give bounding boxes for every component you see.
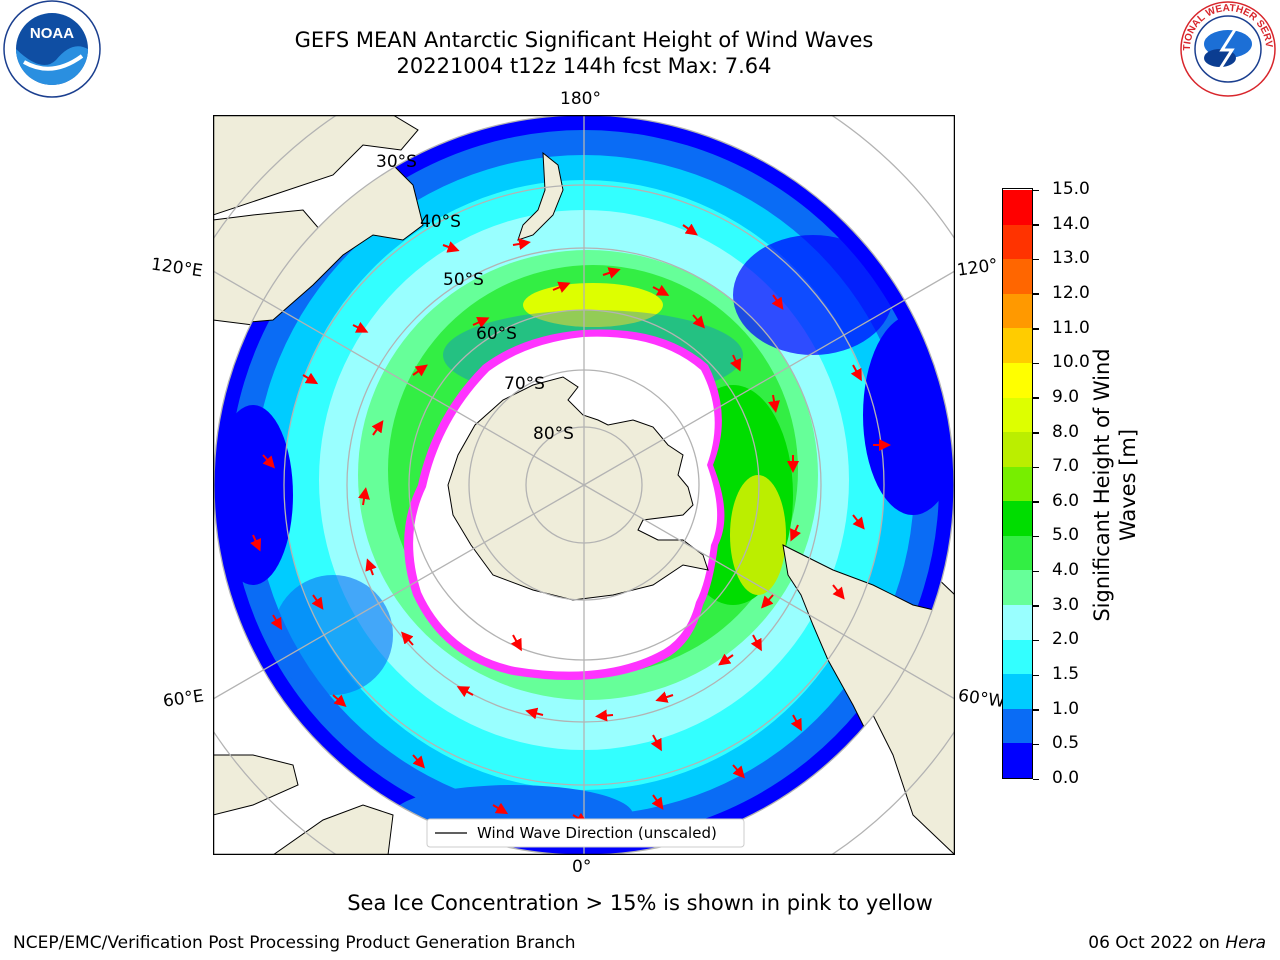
colorbar-label-line1: Significant Height of Wind xyxy=(1090,348,1114,622)
colorbar-tick-mark xyxy=(1033,605,1039,607)
machine-name: Hera xyxy=(1225,933,1266,953)
colorbar-tick-mark xyxy=(1033,743,1039,746)
colorbar-band xyxy=(1003,397,1032,433)
colorbar-tick-mark xyxy=(1033,778,1039,780)
colorbar-band xyxy=(1003,293,1032,329)
colorbar-band xyxy=(1003,708,1032,744)
colorbar-tick-label: 5.0 xyxy=(1052,525,1080,546)
colorbar-tick-mark xyxy=(1033,362,1039,365)
date-text: 06 Oct 2022 on xyxy=(1088,933,1220,953)
colorbar-tick-label: 11.0 xyxy=(1052,317,1090,338)
colorbar-tick-label: 1.5 xyxy=(1052,664,1080,685)
lat-label-70s: 70°S xyxy=(504,374,545,394)
map-legend: Wind Wave Direction (unscaled) xyxy=(426,818,745,848)
lon-label-120e: 120°E xyxy=(149,254,204,282)
colorbar-label-line2: Waves [m] xyxy=(1116,428,1140,542)
legend-label: Wind Wave Direction (unscaled) xyxy=(477,824,717,842)
lon-label-0: 0° xyxy=(572,857,592,877)
lat-label-60s: 60°S xyxy=(476,324,517,344)
colorbar-band xyxy=(1003,432,1032,467)
colorbar-tick-label: 9.0 xyxy=(1052,386,1080,407)
credit-line: NCEP/EMC/Verification Post Processing Pr… xyxy=(13,933,576,953)
polar-map: Wind Wave Direction (unscaled) xyxy=(213,115,955,855)
lat-label-50s: 50°S xyxy=(443,270,484,290)
colorbar-tick-label: 10.0 xyxy=(1052,352,1090,373)
colorbar-tick-mark xyxy=(1033,535,1039,538)
colorbar-tick-label: 12.0 xyxy=(1052,282,1090,303)
colorbar-tick-mark xyxy=(1033,189,1039,191)
colorbar-tick-mark xyxy=(1033,639,1039,642)
colorbar-tick-label: 14.0 xyxy=(1052,213,1090,234)
colorbar-band xyxy=(1003,605,1032,640)
sea-ice-note: Sea Ice Concentration > 15% is shown in … xyxy=(347,891,933,915)
chart-title-line1: GEFS MEAN Antarctic Significant Height o… xyxy=(294,28,874,52)
colorbar-band xyxy=(1003,224,1032,260)
colorbar-tick-label: 3.0 xyxy=(1052,594,1080,615)
new-zealand xyxy=(517,151,564,241)
colorbar-tick-label: 2.0 xyxy=(1052,629,1080,650)
colorbar-band xyxy=(1003,535,1032,571)
colorbar-tick-mark xyxy=(1033,432,1039,434)
colorbar-band xyxy=(1003,466,1032,502)
colorbar-tick-mark xyxy=(1033,709,1039,711)
colorbar-band xyxy=(1003,501,1032,536)
colorbar-tick-mark xyxy=(1033,328,1039,330)
lat-label-40s: 40°S xyxy=(420,212,461,232)
colorbar-tick-label: 7.0 xyxy=(1052,456,1080,477)
lon-label-120w: 120° xyxy=(955,255,1000,281)
nws-logo: NATIONAL WEATHER SERVICE xyxy=(1178,0,1276,97)
colorbar-tick-mark xyxy=(1033,224,1039,226)
chart-title-line2: 20221004 t12z 144h fcst Max: 7.64 xyxy=(396,54,772,78)
lon-label-180: 180° xyxy=(560,89,601,109)
colorbar-tick-mark xyxy=(1033,258,1039,261)
lon-label-60w: 60°W xyxy=(956,685,1007,713)
colorbar-band xyxy=(1003,259,1032,294)
date-line: 06 Oct 2022 on Hera xyxy=(1088,933,1266,953)
colorbar-tick-mark xyxy=(1033,466,1039,469)
colorbar-band xyxy=(1003,190,1032,225)
colorbar-tick-mark xyxy=(1033,293,1039,295)
lat-label-30s: 30°S xyxy=(376,152,417,172)
map-frame xyxy=(213,115,955,855)
colorbar-tick-label: 8.0 xyxy=(1052,421,1080,442)
colorbar xyxy=(1002,188,1033,779)
colorbar-tick-mark xyxy=(1033,501,1039,503)
colorbar-tick-label: 0.5 xyxy=(1052,733,1080,754)
colorbar-tick-label: 4.0 xyxy=(1052,560,1080,581)
lat-label-80s: 80°S xyxy=(533,424,574,444)
colorbar-tick-label: 13.0 xyxy=(1052,248,1090,269)
colorbar-band xyxy=(1003,743,1032,778)
colorbar-tick-label: 0.0 xyxy=(1052,768,1080,788)
colorbar-tick-mark xyxy=(1033,570,1039,573)
colorbar-band xyxy=(1003,328,1032,363)
lon-label-60e: 60°E xyxy=(161,686,206,712)
colorbar-band xyxy=(1003,362,1032,398)
noaa-logo: NOAA xyxy=(3,0,101,98)
colorbar-band xyxy=(1003,674,1032,709)
colorbar-tick-label: 6.0 xyxy=(1052,490,1080,511)
colorbar-band xyxy=(1003,639,1032,675)
colorbar-tick-label: 1.0 xyxy=(1052,698,1080,719)
colorbar-tick-mark xyxy=(1033,674,1039,677)
colorbar-tick-label: 15.0 xyxy=(1052,179,1090,199)
colorbar-band xyxy=(1003,570,1032,606)
noaa-logo-text: NOAA xyxy=(30,25,74,42)
colorbar-tick-mark xyxy=(1033,397,1039,399)
